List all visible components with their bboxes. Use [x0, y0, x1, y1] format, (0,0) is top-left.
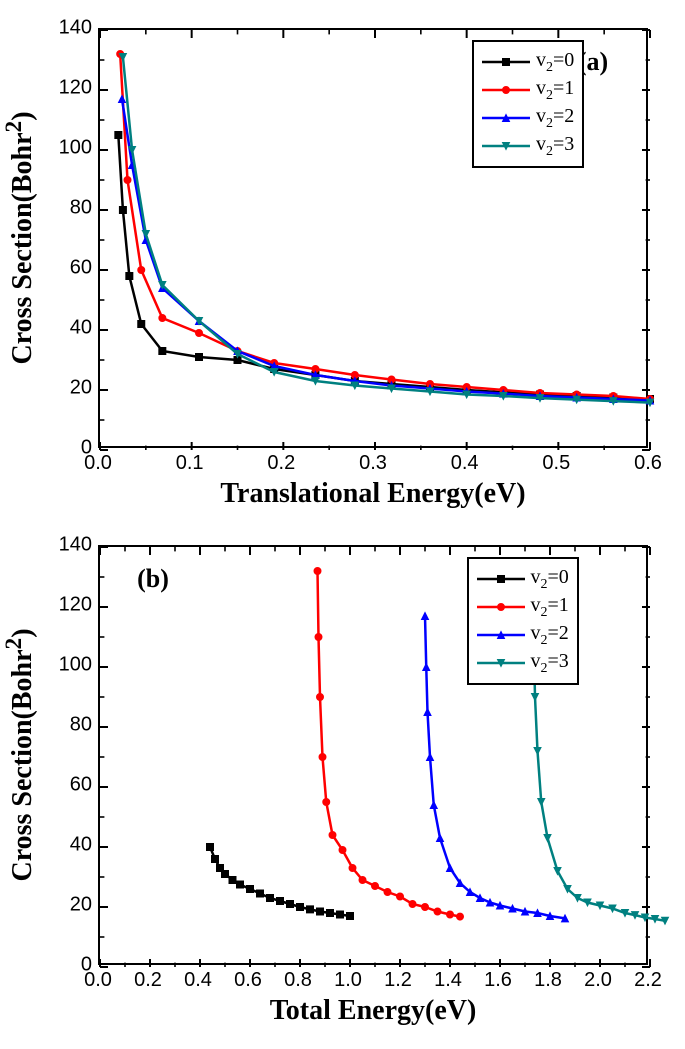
ytick-label: 140	[59, 534, 92, 557]
xtick-label: 0.2	[134, 969, 162, 992]
ytick-label: 0	[81, 954, 92, 977]
legend-label: v2=3	[536, 133, 574, 160]
xtick-label: 1.8	[534, 969, 562, 992]
legend-swatch	[477, 626, 525, 644]
panelA-y-title: Cross Section(Bohr2)	[1, 111, 39, 364]
xtick-label: 0.8	[284, 969, 312, 992]
xtick-label: 2.0	[584, 969, 612, 992]
legend-row: v2=0	[482, 48, 574, 76]
legend-row: v2=2	[482, 104, 574, 132]
legend-swatch	[482, 137, 530, 155]
legend-swatch	[482, 109, 530, 127]
legend-row: v2=3	[482, 132, 574, 160]
legend-label: v2=2	[536, 105, 574, 132]
legend-label: v2=2	[531, 622, 569, 649]
xtick-label: 0.6	[634, 452, 662, 475]
legend-label: v2=1	[531, 594, 569, 621]
legend-swatch	[477, 654, 525, 672]
xtick-label: 1.2	[384, 969, 412, 992]
ytick-label: 20	[70, 377, 92, 400]
xtick-label: 0.4	[451, 452, 479, 475]
ytick-label: 20	[70, 894, 92, 917]
legend-row: v2=0	[477, 565, 569, 593]
panelA-x-title: Translational Energy(eV)	[220, 478, 525, 510]
ytick-label: 80	[70, 197, 92, 220]
xtick-label: 0.2	[267, 452, 295, 475]
legend-label: v2=0	[536, 49, 574, 76]
legend-swatch	[482, 81, 530, 99]
ytick-label: 120	[59, 594, 92, 617]
series-v1	[318, 571, 461, 917]
panelB-x-title: Total Energy(eV)	[270, 995, 477, 1027]
legend-row: v2=2	[477, 621, 569, 649]
xtick-label: 1.6	[484, 969, 512, 992]
ytick-label: 100	[59, 654, 92, 677]
xtick-label: 0.4	[184, 969, 212, 992]
legend-label: v2=0	[531, 566, 569, 593]
xtick-label: 0.3	[359, 452, 387, 475]
ytick-label: 140	[59, 17, 92, 40]
legend-label: v2=1	[536, 77, 574, 104]
panelA-legend: v2=0v2=1v2=2v2=3	[472, 40, 584, 168]
xtick-label: 2.2	[634, 969, 662, 992]
xtick-label: 0.1	[176, 452, 204, 475]
legend-row: v2=3	[477, 649, 569, 677]
ytick-label: 100	[59, 137, 92, 160]
ytick-label: 0	[81, 437, 92, 460]
xtick-label: 0.6	[234, 969, 262, 992]
ytick-label: 40	[70, 317, 92, 340]
legend-label: v2=3	[531, 650, 569, 677]
legend-swatch	[482, 53, 530, 71]
panelB-label: (b)	[137, 564, 169, 594]
xtick-label: 1.0	[334, 969, 362, 992]
ytick-label: 60	[70, 774, 92, 797]
legend-swatch	[477, 570, 525, 588]
ytick-label: 120	[59, 77, 92, 100]
legend-row: v2=1	[482, 76, 574, 104]
panelB-y-title: Cross Section(Bohr2)	[1, 628, 39, 881]
xtick-label: 0.5	[542, 452, 570, 475]
legend-swatch	[477, 598, 525, 616]
panelB-legend: v2=0v2=1v2=2v2=3	[467, 557, 579, 685]
legend-row: v2=1	[477, 593, 569, 621]
xtick-label: 1.4	[434, 969, 462, 992]
ytick-label: 40	[70, 834, 92, 857]
ytick-label: 60	[70, 257, 92, 280]
ytick-label: 80	[70, 714, 92, 737]
